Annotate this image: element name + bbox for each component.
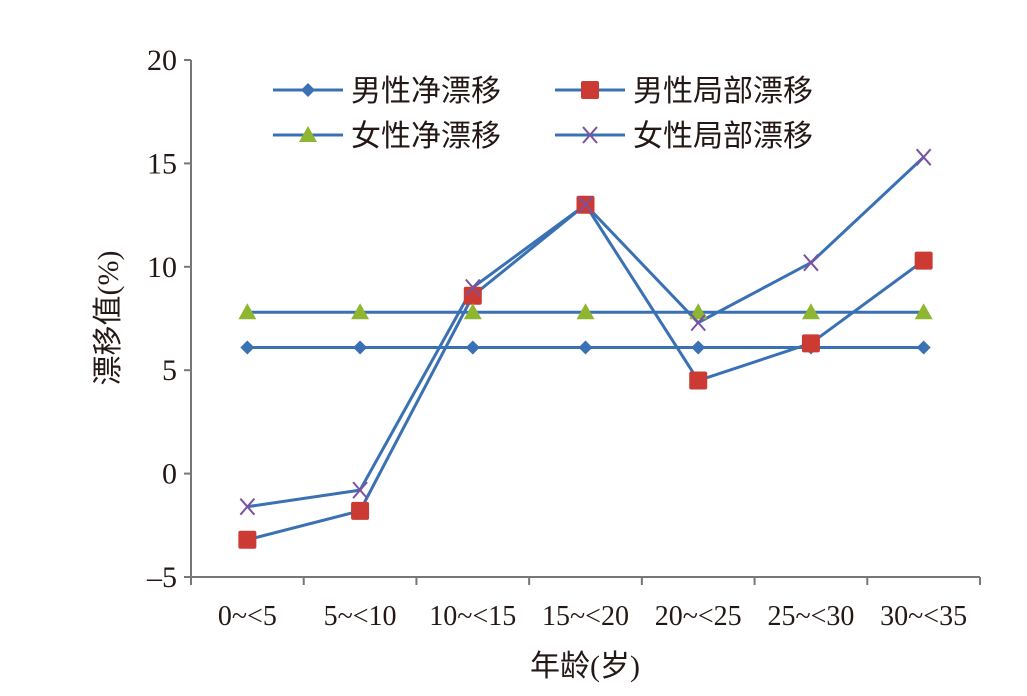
y-tick-label: 10 bbox=[147, 251, 177, 284]
y-axis-label: 漂移值(%) bbox=[92, 251, 125, 386]
x-tick-label: 10~<15 bbox=[429, 601, 516, 632]
square-marker bbox=[581, 81, 599, 99]
diamond-marker bbox=[578, 340, 593, 355]
legend-label: 女性净漂移 bbox=[351, 120, 501, 153]
x-marker-stroke bbox=[915, 148, 932, 166]
axes: –5 0 5 10 15 20 0~<5 5~<10 10~<15 15~<20 20~<25 25~… bbox=[146, 44, 981, 632]
square-marker bbox=[351, 501, 370, 520]
x-marker bbox=[577, 196, 594, 214]
triangle-marker bbox=[351, 303, 370, 320]
triangle-marker bbox=[801, 303, 820, 320]
y-tick-label: 20 bbox=[147, 44, 177, 77]
x-marker bbox=[352, 481, 368, 499]
y-tick-label: 15 bbox=[147, 147, 177, 180]
x-marker bbox=[582, 126, 598, 144]
x-tick-label: 25~<30 bbox=[767, 601, 854, 632]
square-marker bbox=[914, 251, 933, 270]
x-tick-label: 0~<5 bbox=[218, 601, 277, 632]
triangle-marker bbox=[238, 303, 257, 320]
diamond-marker bbox=[691, 340, 706, 355]
triangle-marker bbox=[576, 303, 595, 320]
x-marker-stroke bbox=[690, 313, 706, 332]
x-marker-stroke bbox=[352, 481, 368, 499]
legend-label: 女性局部漂移 bbox=[633, 120, 813, 153]
square-marker bbox=[801, 334, 820, 353]
x-marker-stroke bbox=[803, 254, 819, 272]
x-marker bbox=[465, 278, 481, 297]
x-marker bbox=[690, 313, 706, 332]
series-group bbox=[238, 148, 933, 549]
x-marker bbox=[915, 148, 932, 166]
square-marker bbox=[238, 530, 257, 549]
diamond-marker bbox=[301, 83, 315, 97]
triangle-marker bbox=[299, 126, 317, 142]
diamond-marker bbox=[353, 340, 368, 355]
y-tick-label: 5 bbox=[162, 354, 177, 387]
triangle-marker bbox=[914, 303, 933, 320]
x-tick-label: 15~<20 bbox=[542, 601, 629, 632]
x-marker-stroke bbox=[582, 126, 598, 144]
x-marker-stroke bbox=[465, 278, 481, 297]
x-marker-stroke bbox=[239, 498, 256, 516]
square-marker bbox=[689, 371, 708, 390]
x-tick-label: 20~<25 bbox=[655, 601, 742, 632]
y-tick-label: 0 bbox=[162, 458, 177, 491]
x-tick-label: 5~<10 bbox=[324, 601, 397, 632]
x-tick-label: 30~<35 bbox=[880, 601, 967, 632]
triangle-marker bbox=[463, 303, 482, 320]
diamond-marker bbox=[916, 340, 931, 355]
x-marker bbox=[803, 254, 819, 272]
legend-label: 男性净漂移 bbox=[351, 75, 501, 108]
diamond-marker bbox=[240, 340, 255, 355]
series-line-1 bbox=[246, 202, 925, 542]
x-marker bbox=[239, 498, 256, 516]
diamond-marker bbox=[465, 340, 480, 355]
y-tick-label: –5 bbox=[146, 561, 177, 594]
x-axis-label: 年龄(岁) bbox=[530, 650, 640, 683]
triangle-marker bbox=[689, 303, 708, 320]
x-marker-stroke bbox=[577, 196, 594, 214]
legend-label: 男性局部漂移 bbox=[633, 75, 813, 108]
